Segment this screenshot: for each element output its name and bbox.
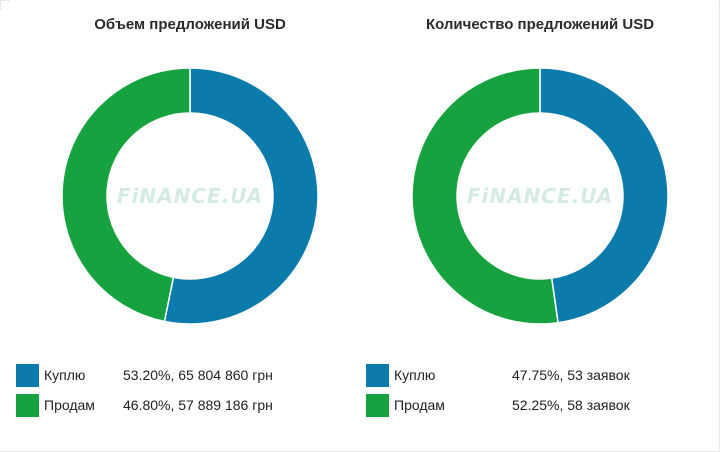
donut-chart-count: FiNANCE.UA (411, 67, 669, 325)
watermark-logo: FiNANCE.UA (467, 184, 613, 208)
legend-value: 47.75%, 53 заявок (512, 367, 630, 383)
chart-panel-volume: Объем предложений USD FiNANCE.UA Куплю 5… (16, 16, 319, 417)
legend-swatch-sell (366, 394, 389, 417)
chart-title: Объем предложений USD (94, 16, 286, 33)
slice-buy[interactable] (163, 67, 319, 325)
legend-swatch-sell (16, 394, 39, 417)
watermark-logo: FiNANCE.UA (117, 184, 263, 208)
legend-value: 53.20%, 65 804 860 грн (123, 367, 273, 383)
chart-panel-count: Количество предложений USD FiNANCE.UA Ку… (350, 0, 720, 452)
legend-label: Куплю (44, 367, 86, 383)
legend-swatch-buy (366, 364, 389, 387)
slice-buy[interactable] (539, 67, 669, 324)
legend-label: Продам (44, 397, 95, 413)
donut-chart-volume: FiNANCE.UA (61, 67, 319, 325)
legend-value: 46.80%, 57 889 186 грн (123, 397, 273, 413)
legend-label: Продам (394, 397, 445, 413)
chart-title: Количество предложений USD (425, 16, 655, 33)
legend-label: Куплю (394, 367, 436, 383)
legend-swatch-buy (16, 364, 39, 387)
slice-sell[interactable] (411, 67, 559, 325)
frame-corner (0, 0, 9, 9)
legend-value: 52.25%, 58 заявок (512, 397, 630, 413)
slice-sell[interactable] (61, 67, 191, 323)
